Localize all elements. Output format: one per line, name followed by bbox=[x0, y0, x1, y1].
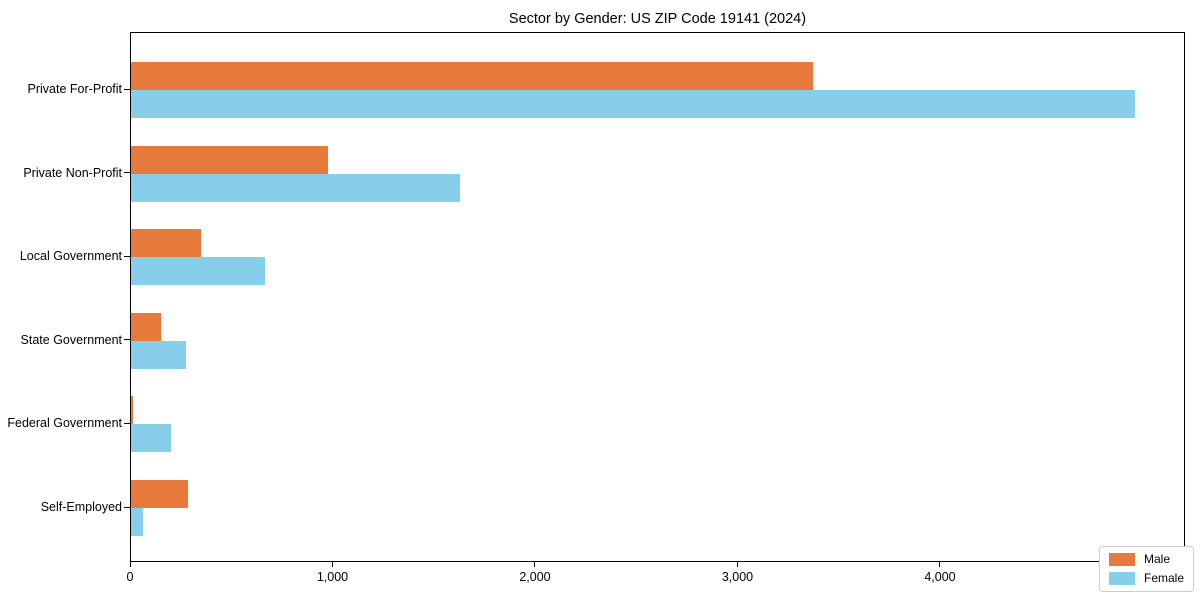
legend-item-male: Male bbox=[1108, 552, 1184, 566]
x-axis-tick-label: 3,000 bbox=[721, 570, 754, 584]
x-axis-tick-label: 4,000 bbox=[924, 570, 956, 584]
y-axis-label-state-government: State Government bbox=[20, 332, 122, 347]
x-axis-tick-label: 2,000 bbox=[519, 570, 551, 584]
bar-male-private-for-profit bbox=[131, 62, 814, 90]
x-axis-tick bbox=[736, 562, 738, 567]
female-swatch bbox=[1108, 572, 1135, 585]
bar-male-federal-government bbox=[131, 396, 133, 425]
legend-label-female: Female bbox=[1143, 571, 1184, 585]
plot-area bbox=[130, 32, 1185, 562]
y-axis-tick bbox=[124, 339, 130, 341]
x-axis-tick bbox=[939, 562, 941, 567]
bar-female-state-government bbox=[131, 340, 186, 369]
y-axis-tick bbox=[124, 506, 130, 508]
x-axis-tick-label: 1,000 bbox=[316, 570, 349, 584]
legend-label-male: Male bbox=[1143, 552, 1170, 566]
bar-male-state-government bbox=[131, 312, 162, 341]
bar-female-private-non-profit bbox=[131, 173, 461, 202]
bar-female-local-government bbox=[131, 257, 265, 286]
bar-male-local-government bbox=[131, 229, 201, 258]
bar-male-private-non-profit bbox=[131, 145, 329, 174]
bar-female-self-employed bbox=[131, 508, 144, 536]
y-axis-tick bbox=[124, 255, 130, 257]
x-axis-tick bbox=[331, 562, 333, 567]
y-axis-label-federal-government: Federal Government bbox=[7, 416, 122, 431]
legend: Male Female bbox=[1098, 546, 1194, 592]
y-axis-label-local-government: Local Government bbox=[19, 249, 122, 264]
y-axis-label-self-employed: Self-Employed bbox=[40, 500, 122, 514]
y-axis-tick bbox=[124, 172, 130, 174]
y-axis-tick bbox=[124, 422, 130, 424]
y-axis-tick bbox=[124, 88, 130, 90]
bar-male-self-employed bbox=[131, 480, 188, 508]
y-axis-label-private-for-profit: Private For-Profit bbox=[27, 82, 122, 96]
male-swatch bbox=[1108, 553, 1135, 566]
chart-title: Sector by Gender: US ZIP Code 19141 (202… bbox=[508, 11, 807, 27]
legend-item-female: Female bbox=[1108, 571, 1184, 585]
bar-female-private-for-profit bbox=[131, 90, 1136, 118]
x-axis-tick bbox=[534, 562, 536, 567]
y-axis-label-private-non-profit: Private Non-Profit bbox=[23, 165, 122, 180]
x-axis-tick-label: 0 bbox=[126, 570, 134, 584]
bar-female-federal-government bbox=[131, 424, 172, 453]
x-axis-tick bbox=[129, 562, 131, 567]
